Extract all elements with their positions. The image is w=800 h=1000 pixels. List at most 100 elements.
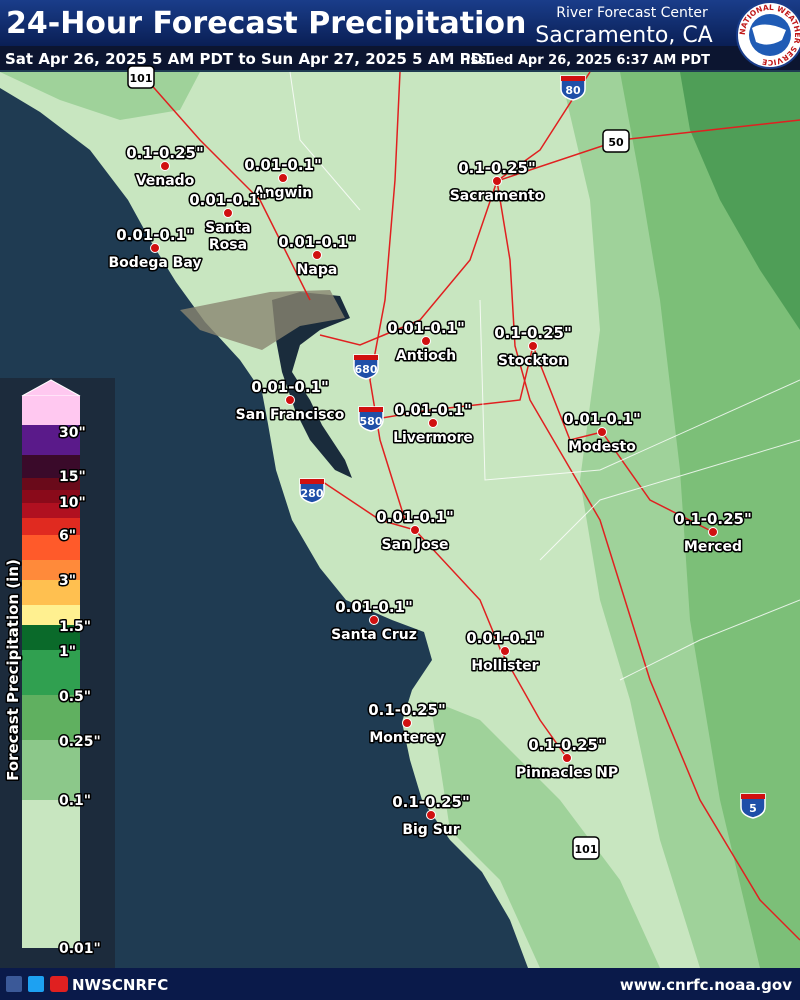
twitter-icon[interactable] (28, 976, 44, 992)
legend-label: 1" (59, 644, 76, 660)
amount-label: 0.01-0.1" (466, 629, 544, 647)
legend-label: 0.5" (59, 689, 91, 705)
amount-label: 0.01-0.1" (251, 378, 329, 396)
shield-number: 680 (355, 363, 378, 376)
legend-swatch (22, 605, 80, 625)
amount-label: 0.01-0.1" (387, 319, 465, 337)
legend-title: Forecast Precipitation (in) (4, 559, 22, 781)
legend-swatch (22, 580, 80, 605)
city-name: Sacramento (450, 188, 545, 204)
interstate-top (359, 407, 383, 412)
amount-label: 0.1-0.25" (126, 144, 204, 162)
amount-label: 0.1-0.25" (528, 736, 606, 754)
shield-number: 280 (301, 487, 324, 500)
legend-label: 0.25" (59, 734, 101, 750)
shield-number: 101 (575, 843, 598, 856)
amount-label: 0.1-0.25" (392, 793, 470, 811)
amount-label: 0.01-0.1" (376, 508, 454, 526)
legend-swatch (22, 490, 80, 503)
city-dot (285, 395, 295, 405)
wet-zone (620, 72, 800, 968)
city-name: Modesto (568, 439, 636, 455)
legend-label: 1.5" (59, 619, 91, 635)
legend-swatch (22, 695, 80, 740)
legend-swatch (22, 478, 80, 490)
city-name: Venado (136, 173, 195, 189)
legend-swatch (22, 560, 80, 580)
amount-label: 0.01-0.1" (278, 233, 356, 251)
city-name: Big Sur (402, 822, 459, 838)
legend-swatch (22, 455, 80, 478)
city-dot (562, 753, 572, 763)
legend-swatch (22, 518, 80, 535)
wet-zone (680, 72, 800, 330)
amount-label: 0.1-0.25" (458, 159, 536, 177)
amount-label: 0.01-0.1" (189, 191, 267, 209)
city-dot (426, 810, 436, 820)
us-shield (602, 129, 630, 153)
interstate-shield (353, 354, 379, 380)
city-name: Monterey (369, 730, 444, 746)
legend-label: 0.1" (59, 793, 91, 809)
us-shield (572, 836, 600, 860)
highways (139, 71, 800, 941)
legend-swatch (22, 625, 80, 650)
city-dot (492, 176, 502, 186)
interstate-shield (299, 478, 325, 504)
interstate-shield (740, 793, 766, 819)
amount-label: 0.1-0.25" (674, 510, 752, 528)
city-dot (708, 527, 718, 537)
city-name: Santa Rosa (205, 220, 251, 253)
legend-label: 10" (59, 495, 86, 511)
footer-url[interactable]: www.cnrfc.noaa.gov (620, 976, 792, 994)
shield-number: 50 (608, 136, 624, 149)
city-name: Santa Cruz (331, 627, 417, 643)
places: 0.1-0.25"Venado0.01-0.1"Angwin0.01-0.1"S… (107, 143, 753, 840)
nws-logo: NATIONAL WEATHER SERVICE (736, 1, 800, 69)
shield-number: 5 (749, 802, 757, 815)
legend-label: 3" (59, 573, 76, 589)
city-name: Livermore (393, 430, 473, 446)
city-dot (160, 161, 170, 171)
office-line2: Sacramento, CA (535, 23, 712, 48)
shield-number: 101 (130, 72, 153, 85)
city-dot (421, 336, 431, 346)
city-name: Merced (684, 539, 742, 555)
legend-label: 30" (59, 425, 86, 441)
footer-bar (0, 968, 800, 1000)
city-dot (500, 646, 510, 656)
delta-terrain (180, 290, 345, 350)
shield-number: 80 (565, 84, 581, 97)
city-dot (597, 427, 607, 437)
period: Sat Apr 26, 2025 5 AM PDT to Sun Apr 27,… (5, 50, 494, 68)
legend-swatch (22, 396, 80, 425)
amount-label: 0.01-0.1" (394, 401, 472, 419)
amount-label: 0.1-0.25" (494, 324, 572, 342)
city-name: San Jose (381, 537, 448, 553)
interstate-shield (560, 75, 586, 101)
legend-swatch (22, 425, 80, 455)
city-name: Bodega Bay (109, 255, 202, 271)
us-shield (127, 65, 155, 89)
amount-label: 0.01-0.1" (244, 156, 322, 174)
city-dot (150, 243, 160, 253)
shields: 101 80 50 680 580 280 5 101 (127, 65, 766, 860)
city-dot (223, 208, 233, 218)
youtube-icon[interactable] (50, 976, 68, 992)
legend-swatch (22, 650, 80, 695)
city-dot (428, 418, 438, 428)
bay (272, 292, 352, 478)
issued: Issued Apr 26, 2025 6:37 AM PDT (466, 53, 710, 68)
amount-label: 0.01-0.1" (116, 226, 194, 244)
facebook-icon[interactable] (6, 976, 22, 992)
legend-label: 6" (59, 528, 76, 544)
legend-swatch (22, 535, 80, 560)
county-lines (289, 71, 800, 681)
footer-handle[interactable]: NWSCNRFC (72, 976, 168, 994)
city-name: Napa (297, 262, 338, 278)
header-bar (0, 0, 800, 46)
city-dot (528, 341, 538, 351)
title: 24-Hour Forecast Precipitation (6, 6, 526, 41)
